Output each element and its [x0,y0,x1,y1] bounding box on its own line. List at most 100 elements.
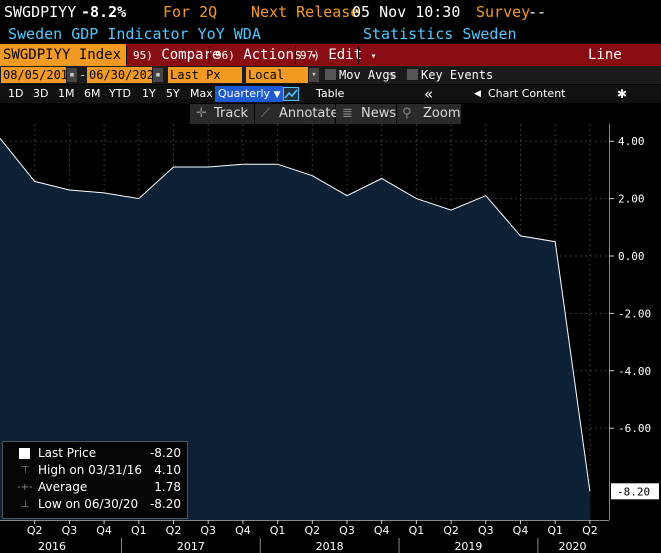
compare-label: Compare [161,47,221,63]
range-1m-button[interactable]: 1M [58,87,75,100]
x-tick-label: Q1 [547,524,563,537]
survey-value: -- [528,3,547,21]
range-3d-button[interactable]: 3D [33,87,49,100]
legend-last-price: Last Price -8.20 [3,445,187,462]
x-tick-label: Q1 [131,524,147,537]
average-marker-icon: -+- [17,482,33,493]
year-label: 2020 [559,540,587,553]
key-events-label: Key Events [421,68,494,82]
table-button[interactable]: Table [316,87,345,100]
y-tick-label: 2.00 [618,193,645,206]
ticker-header: SWGDPIYY -8.2% For 2Q Next Release 05 No… [0,0,661,24]
edit-number: 97) [300,49,320,62]
zoom-tool[interactable]: ⚲ Zoom [397,104,461,124]
actions-number: 96) [215,49,235,62]
last-value-tag-label: -8.20 [617,485,650,498]
news-label: News [361,106,397,121]
range-5y-button[interactable]: 5Y [166,87,180,100]
field-selector[interactable]: Last Px [168,67,242,83]
y-tick-label: -4.00 [618,365,651,378]
security-field[interactable]: SWGDPIYY Index [0,44,126,66]
legend-label: Average [38,480,88,494]
next-release-label: Next Release [251,3,360,21]
start-date-field[interactable]: 08/05/2015 [1,67,76,83]
range-max-button[interactable]: Max [190,87,213,100]
series-line [0,137,591,492]
chart-content-button[interactable]: Chart Content [488,87,566,100]
y-tick-label: -2.00 [618,307,651,320]
search-icon: ⚲ [402,106,412,121]
chart-toolbar: ✛ Track ⟋ Annotate ≣ News ⚲ Zoom [0,104,661,124]
year-label: 2018 [316,540,344,553]
menu-divider [209,46,210,64]
range-ytd-button[interactable]: YTD [109,87,131,100]
period: For 2Q [163,3,218,21]
actions-menu[interactable]: 96) Actions ▾ [215,44,317,68]
x-tick-label: Q3 [200,524,216,537]
y-tick-label: 4.00 [618,135,645,148]
year-label: 2019 [454,540,482,553]
high-marker-icon: ⊤ [21,465,30,476]
last-value-tag [611,483,659,500]
x-tick-label: Q2 [166,524,182,537]
legend-label: High on 03/31/16 [38,463,143,477]
key-events-checkbox[interactable] [407,69,418,80]
range-6m-button[interactable]: 6M [84,87,101,100]
security-description: Sweden GDP Indicator YoY WDA Statistics … [0,24,661,44]
x-tick-label: Q3 [478,524,494,537]
edit-label: Edit [328,47,363,63]
range-bar: 1D 3D 1M 6M YTD 1Y 5Y Max Quarterly ▼ Ta… [0,85,661,103]
survey-label: Survey [476,3,531,21]
menu-bar: SWGDPIYY Index 95) Compare 96) Actions ▾… [0,44,661,85]
legend-swatch [19,448,30,459]
legend-low: ⊥ Low on 06/30/20 -8.20 [3,496,187,513]
x-tick-label: Q1 [409,524,425,537]
frequency-dropdown[interactable]: Quarterly ▼ [215,86,284,102]
x-tick-label: Q4 [235,524,251,537]
y-tick-label: 0.00 [618,250,645,263]
y-axis: 4.00 2.00 0.00 -2.00 -4.00 -6.00 -8.20 [609,124,659,520]
news-tool[interactable]: ≣ News [336,104,396,124]
calendar-icon[interactable]: ▪ [67,68,77,82]
mov-avgs-checkbox[interactable] [325,69,336,80]
end-date-field[interactable]: 06/30/2020 [87,67,162,83]
x-tick-label: Q1 [270,524,286,537]
x-tick-label: Q3 [62,524,78,537]
edit-menu[interactable]: 97) Edit ▾ [300,44,377,68]
area-fill [0,138,590,520]
currency-selector[interactable]: Local CCY [246,67,308,98]
track-tool[interactable]: ✛ Track [190,104,254,124]
collapse-icon[interactable]: « [424,85,434,103]
legend-label: Last Price [38,446,97,460]
legend-value: -8.20 [149,497,181,511]
data-source: Statistics Sweden [363,25,517,43]
mov-avgs-label: Mov Avgs [339,68,397,82]
legend-value: 4.10 [154,463,181,477]
security-name: Sweden GDP Indicator YoY WDA [8,25,261,43]
legend-label: Low on 06/30/20 [38,497,139,511]
pencil-icon[interactable]: ✎ [389,68,397,82]
zoom-label: Zoom [423,106,461,121]
calendar-icon[interactable]: ▪ [153,68,163,82]
gear-icon[interactable]: ✱ [617,87,628,101]
year-label: 2016 [38,540,66,553]
chevron-down-icon[interactable]: ▾ [309,68,319,82]
actions-label: Actions [243,47,303,63]
annotate-tool[interactable]: ⟋ Annotate [255,104,338,124]
compare-menu[interactable]: 95) Compare [133,44,220,67]
x-tick-label: Q2 [27,524,43,537]
compare-number: 95) [133,49,153,62]
line-chart-icon[interactable] [283,87,299,101]
caret-left-icon[interactable]: ◀ [474,89,481,99]
x-tick-label: Q2 [443,524,459,537]
legend[interactable]: Last Price -8.20 ⊤ High on 03/31/16 4.10… [2,441,188,519]
range-1d-button[interactable]: 1D [8,87,24,100]
menu-divider [295,46,296,64]
x-tick-label: Q2 [582,524,598,537]
x-tick-label: Q4 [374,524,390,537]
range-1y-button[interactable]: 1Y [142,87,156,100]
crosshair-icon: ✛ [196,106,207,121]
low-marker-icon: ⊥ [21,499,30,510]
x-tick-label: Q4 [96,524,112,537]
year-label: 2017 [177,540,205,553]
